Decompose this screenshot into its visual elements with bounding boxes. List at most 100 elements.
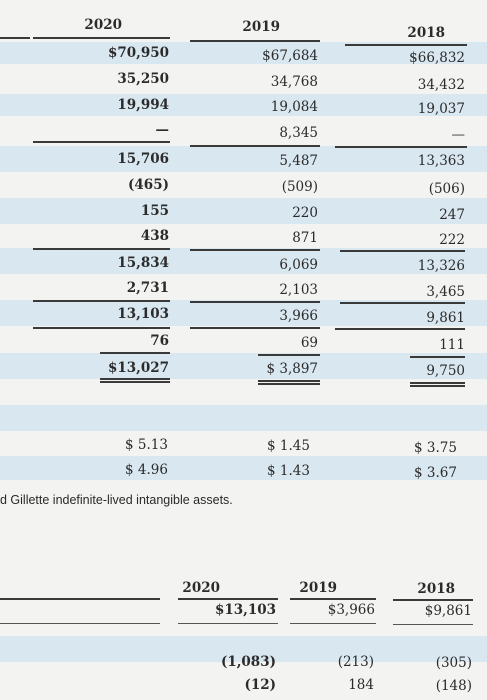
cell-2019: $67,684 xyxy=(262,48,318,64)
eps-cell-2019: $ 1.43 xyxy=(267,463,310,479)
cell-2018: (506) xyxy=(428,181,465,197)
row-band xyxy=(0,248,487,274)
cell-2018: 13,363 xyxy=(417,153,465,169)
row-band xyxy=(0,353,487,379)
eps-cell-2019: $ 1.45 xyxy=(267,438,310,454)
rule xyxy=(393,599,473,601)
cell-2020: 15,834 xyxy=(117,255,169,271)
rule xyxy=(345,44,467,46)
header-2019: 2019 xyxy=(299,580,337,596)
header-2018: 2018 xyxy=(417,581,455,597)
cell-2018: $66,832 xyxy=(409,50,465,66)
rule xyxy=(190,327,320,329)
rule xyxy=(190,145,320,147)
rule xyxy=(410,385,465,387)
cell-2019: 220 xyxy=(292,205,318,221)
rule xyxy=(0,37,30,39)
rule xyxy=(100,378,170,380)
rule xyxy=(33,141,170,143)
cell-2019: 5,487 xyxy=(279,153,318,169)
cell-2020: 155 xyxy=(140,203,169,219)
cell-2018: 111 xyxy=(439,337,465,353)
cell-2019: 2,103 xyxy=(279,282,318,298)
cell-2020: — xyxy=(155,122,170,138)
header-2018: 2018 xyxy=(407,25,445,41)
rule xyxy=(335,146,467,148)
cell-2018: — xyxy=(451,127,466,143)
cell-2019: 19,084 xyxy=(270,99,318,115)
rule xyxy=(33,300,170,302)
header-2020: 2020 xyxy=(84,17,122,33)
eps-cell-2018: $ 3.67 xyxy=(414,465,457,481)
rule xyxy=(100,381,170,383)
rule xyxy=(190,249,320,251)
eps-cell-2020: $ 5.13 xyxy=(125,437,168,453)
cell-2019: 3,966 xyxy=(279,308,318,324)
rule xyxy=(258,380,320,382)
cell-2020: 19,994 xyxy=(117,97,169,113)
eps-cell-2020: $ 4.96 xyxy=(125,462,168,478)
row-band xyxy=(0,198,487,224)
rule xyxy=(0,598,160,600)
rule xyxy=(33,248,170,250)
cell-2020: 2,731 xyxy=(126,280,169,296)
cell-2019: 8,345 xyxy=(279,125,318,141)
cell-2020: (465) xyxy=(128,177,169,193)
row-band xyxy=(0,405,487,431)
rule xyxy=(335,328,465,330)
rule xyxy=(178,623,278,624)
cell-2018: 247 xyxy=(439,207,465,223)
rule xyxy=(340,250,465,252)
row-band xyxy=(0,456,487,480)
bottom-cell-2020: (1,083) xyxy=(220,654,276,670)
row-band xyxy=(0,636,487,662)
cell-2019: 871 xyxy=(292,230,318,246)
cell-2020: 15,706 xyxy=(117,151,169,167)
rule xyxy=(100,352,170,354)
cell-2018: 3,465 xyxy=(426,284,465,300)
header-2019: 2019 xyxy=(242,19,280,35)
cell-2020: 13,103 xyxy=(117,306,169,322)
rule xyxy=(33,37,170,39)
cell-2019: $ 3,897 xyxy=(266,361,318,377)
row-band xyxy=(0,42,487,64)
rule xyxy=(410,356,465,358)
footnote-text: d Gillette indefinite-lived intangible a… xyxy=(0,493,233,507)
rule xyxy=(0,623,160,624)
cell-2018: 19,037 xyxy=(417,101,465,117)
rule xyxy=(410,382,465,384)
bottom-cell-2019: $3,966 xyxy=(327,602,375,618)
rule xyxy=(190,301,320,303)
cell-2018: 34,432 xyxy=(417,77,465,93)
rule xyxy=(393,624,473,625)
rule xyxy=(290,623,376,624)
cell-2018: 222 xyxy=(439,232,465,248)
bottom-cell-2019: (213) xyxy=(337,654,374,670)
cell-2019: (509) xyxy=(281,179,318,195)
bottom-cell-2018: (148) xyxy=(435,678,472,694)
cell-2020: $13,027 xyxy=(107,360,169,376)
bottom-cell-2020: $13,103 xyxy=(214,602,276,618)
eps-cell-2018: $ 3.75 xyxy=(414,440,457,456)
bottom-cell-2018: (305) xyxy=(435,655,472,671)
rule xyxy=(190,40,320,42)
bottom-cell-2020: (12) xyxy=(244,677,276,693)
row-band xyxy=(0,146,487,172)
header-2020: 2020 xyxy=(182,580,220,596)
bottom-cell-2018: $9,861 xyxy=(424,603,472,619)
cell-2020: $70,950 xyxy=(107,45,169,61)
rule xyxy=(290,598,376,600)
row-band xyxy=(0,300,487,326)
rule xyxy=(33,327,170,329)
cell-2019: 34,768 xyxy=(270,74,318,90)
cell-2020: 438 xyxy=(140,228,169,244)
cell-2018: 9,750 xyxy=(426,363,465,379)
row-band xyxy=(0,94,487,116)
cell-2020: 35,250 xyxy=(117,71,169,87)
rule xyxy=(258,383,320,385)
cell-2020: 76 xyxy=(150,333,169,349)
rule xyxy=(178,598,278,600)
rule xyxy=(340,302,465,304)
cell-2018: 9,861 xyxy=(426,310,465,326)
